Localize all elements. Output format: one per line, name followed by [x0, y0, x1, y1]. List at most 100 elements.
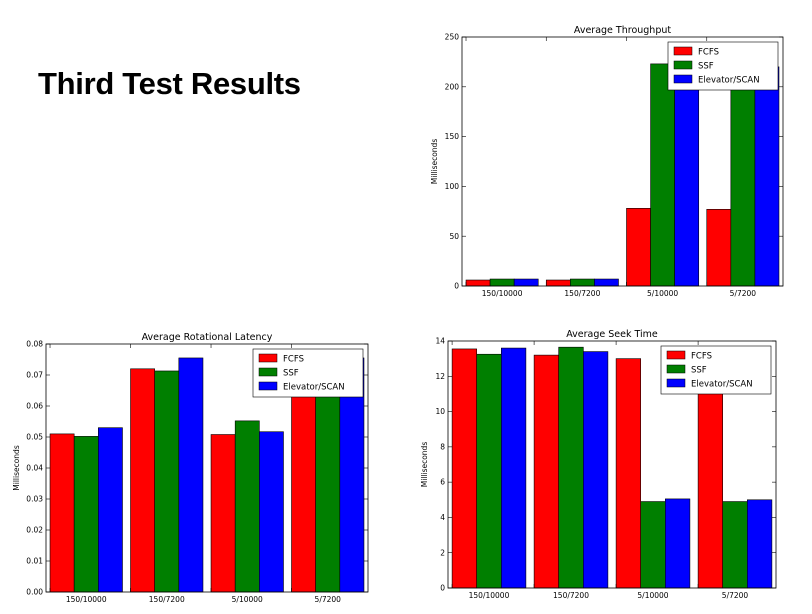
legend-swatch-elevator-scan [666, 378, 686, 388]
bar-ssf-3 [234, 420, 260, 593]
y-tick-label: 150 [445, 132, 460, 141]
bar-fcfs-1 [465, 279, 491, 287]
y-tick-label: 8 [440, 442, 445, 451]
bar-elevator-scan-3 [665, 498, 691, 589]
y-axis-label: Milliseconds [420, 442, 429, 488]
y-tick-label: 0.04 [26, 464, 43, 473]
y-tick-label: 12 [435, 372, 445, 381]
chart-title: Average Seek Time [566, 329, 658, 340]
bar-ssf-2 [154, 370, 180, 593]
x-category-label: 150/7200 [564, 289, 600, 298]
chart-title: Average Throughput [574, 25, 671, 36]
y-tick-label: 4 [440, 513, 445, 522]
legend-label-ssf: SSF [283, 369, 299, 379]
y-tick-label: 0.07 [26, 371, 43, 380]
y-tick-label: 250 [445, 33, 460, 42]
slide-title: Third Test Results [38, 66, 301, 101]
legend: FCFS SSF Elevator/SCAN [667, 41, 779, 91]
axes-frame [461, 36, 784, 287]
y-tick-label: 2 [440, 548, 445, 557]
x-category-label: 5/10000 [637, 591, 668, 600]
bar-fcfs-1 [49, 433, 75, 593]
legend-swatch-ssf [258, 367, 278, 377]
y-tick-label: 10 [435, 407, 445, 416]
legend-swatch-ssf [666, 364, 686, 374]
x-category-label: 5/7200 [722, 591, 749, 600]
bar-elevator-scan-1 [98, 427, 123, 593]
bar-fcfs-4 [697, 358, 724, 589]
bar-fcfs-4 [706, 209, 732, 287]
y-axis-label: Milliseconds [12, 445, 21, 491]
bar-elevator-scan-2 [594, 278, 619, 287]
chart-title: Average Rotational Latency [142, 332, 273, 343]
y-tick-label: 0.08 [26, 340, 43, 349]
y-axis-label: Milliseconds [430, 139, 439, 185]
rotational-latency-chart: 0.00 0.01 0.02 0.03 0.04 0.05 0.06 0.07 0.08 150/… [12, 332, 369, 604]
bar-fcfs-2 [545, 279, 571, 287]
y-tick-label: 0 [454, 282, 459, 291]
x-category-label: 5/10000 [647, 289, 678, 298]
legend-swatch-elevator-scan [258, 381, 278, 391]
x-category-label: 5/7200 [315, 595, 342, 604]
legend-label-fcfs: FCFS [698, 48, 719, 58]
bar-ssf-1 [489, 278, 515, 287]
legend-label-ssf: SSF [698, 62, 714, 72]
bar-elevator-scan-1 [513, 278, 539, 287]
legend-label-ssf: SSF [691, 366, 707, 376]
x-category-label: 150/7200 [149, 595, 185, 604]
legend-swatch-ssf [673, 60, 693, 70]
legend-label-elevator-scan: Elevator/SCAN [698, 76, 760, 86]
bar-fcfs-4 [291, 368, 316, 593]
bar-ssf-4 [315, 370, 341, 593]
bar-fcfs-2 [533, 354, 559, 589]
legend-swatch-fcfs [673, 46, 693, 56]
y-tick-label: 14 [435, 337, 445, 346]
bar-ssf-4 [730, 64, 756, 287]
bar-ssf-3 [640, 501, 666, 589]
bar-ssf-3 [650, 63, 675, 287]
legend-label-fcfs: FCFS [283, 355, 304, 365]
bar-elevator-scan-2 [583, 351, 609, 589]
x-category-label: 150/7200 [553, 591, 589, 600]
bar-fcfs-2 [130, 368, 155, 593]
legend: FCFS SSF Elevator/SCAN [252, 348, 364, 398]
throughput-chart: 0 50 100 150 200 250 150/10000 150/7200 5/10000 5… [430, 25, 784, 298]
bar-elevator-scan-2 [178, 357, 204, 593]
bar-ssf-4 [722, 501, 748, 589]
bar-fcfs-1 [451, 348, 477, 589]
y-tick-label: 0.02 [26, 526, 43, 535]
bar-elevator-scan-4 [746, 499, 773, 589]
y-tick-label: 0.03 [26, 495, 43, 504]
y-tick-label: 6 [440, 478, 445, 487]
y-tick-label: 0.00 [26, 588, 43, 597]
axes-frame [447, 340, 777, 589]
bar-elevator-scan-3 [674, 66, 700, 287]
x-category-label: 5/10000 [232, 595, 263, 604]
bar-fcfs-3 [210, 434, 236, 593]
bar-fcfs-3 [626, 208, 651, 287]
bar-ssf-1 [73, 436, 99, 593]
bar-elevator-scan-4 [754, 66, 780, 287]
y-tick-label: 0.06 [26, 402, 43, 411]
x-category-label: 150/10000 [469, 591, 510, 600]
bar-elevator-scan-3 [259, 431, 284, 593]
bar-fcfs-3 [615, 358, 642, 589]
y-tick-label: 200 [445, 82, 460, 91]
legend: FCFS SSF Elevator/SCAN [660, 345, 772, 395]
y-tick-label: 0.01 [26, 557, 43, 566]
x-category-label: 150/10000 [482, 289, 523, 298]
bar-ssf-2 [570, 278, 595, 287]
y-tick-label: 100 [445, 182, 460, 191]
seek-time-chart: 0 2 4 6 8 10 12 14 150/10000 150/7200 5/10000 5/720… [420, 329, 777, 600]
legend-label-fcfs: FCFS [691, 352, 712, 362]
bar-ssf-1 [476, 353, 502, 589]
y-tick-label: 0 [440, 584, 445, 593]
bar-ssf-2 [558, 346, 584, 589]
legend-label-elevator-scan: Elevator/SCAN [283, 383, 345, 393]
bar-elevator-scan-1 [501, 347, 527, 589]
y-tick-label: 0.05 [26, 433, 43, 442]
legend-label-elevator-scan: Elevator/SCAN [691, 380, 753, 390]
x-category-label: 150/10000 [66, 595, 107, 604]
legend-swatch-elevator-scan [673, 74, 693, 84]
y-tick-label: 50 [449, 232, 459, 241]
